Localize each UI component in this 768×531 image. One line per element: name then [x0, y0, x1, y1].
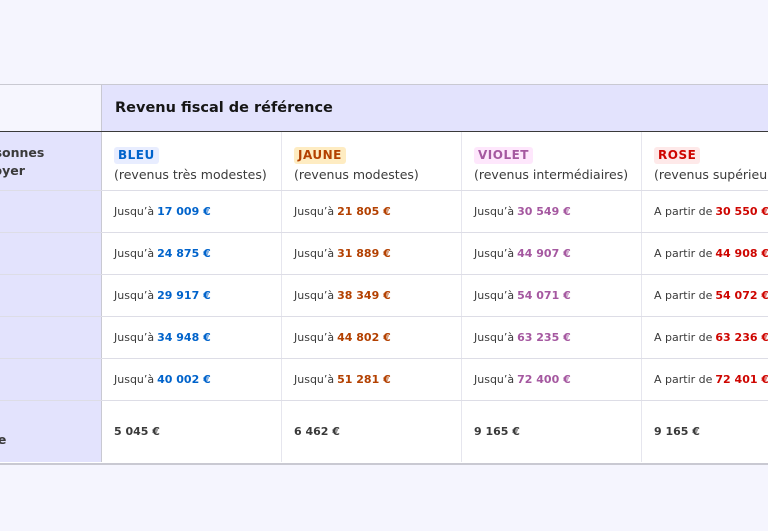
cell-value: 24 875 € [157, 247, 211, 260]
cell-value: 44 907 € [517, 247, 571, 260]
cell-prefix: Jusqu’à [474, 247, 515, 260]
category-badge-violet: VIOLET [474, 147, 533, 164]
household-size-cell [0, 233, 102, 274]
cell-prefix: Jusqu’à [474, 289, 515, 302]
cell-prefix: A partir de [654, 289, 713, 302]
table-row: Jusqu’à 24 875 € Jusqu’à 31 889 € Jusqu’à 4… [0, 232, 768, 274]
unit-amount-header: ne taire [0, 401, 102, 462]
cell-prefix: A partir de [654, 247, 713, 260]
cell-value: 29 917 € [157, 289, 211, 302]
household-size-header: personnes le foyer [0, 132, 102, 191]
rose-cell: A partir de 72 401 € [642, 359, 768, 400]
rose-cell: A partir de 54 072 € [642, 275, 768, 316]
category-sub-violet: (revenus intermédiaires) [474, 167, 629, 182]
jaune-cell: Jusqu’à 51 281 € [282, 359, 462, 400]
cell-prefix: A partir de [654, 331, 713, 344]
category-violet-header: VIOLET (revenus intermédiaires) [462, 132, 642, 191]
table-title: Revenu fiscal de référence [102, 85, 768, 131]
cell-prefix: Jusqu’à [294, 247, 335, 260]
category-sub-jaune: (revenus modestes) [294, 167, 419, 182]
cell-prefix: A partir de [654, 373, 713, 386]
cell-value: 63 236 € [715, 331, 768, 344]
cell-value: 31 889 € [337, 247, 391, 260]
jaune-cell: Jusqu’à 21 805 € [282, 191, 462, 232]
household-size-cell [0, 317, 102, 358]
cell-prefix: Jusqu’à [294, 289, 335, 302]
bleu-cell: Jusqu’à 17 009 € [102, 191, 282, 232]
bleu-cell: Jusqu’à 24 875 € [102, 233, 282, 274]
cell-value: 30 550 € [715, 205, 768, 218]
violet-cell: Jusqu’à 63 235 € [462, 317, 642, 358]
household-size-label-line2: le foyer [0, 163, 25, 178]
violet-cell: Jusqu’à 54 071 € [462, 275, 642, 316]
cell-value: 17 009 € [157, 205, 211, 218]
unit-label-line1: ne [0, 413, 6, 431]
cell-prefix: Jusqu’à [294, 331, 335, 344]
category-jaune-header: JAUNE (revenus modestes) [282, 132, 462, 191]
unit-bleu-cell: 5 045 € [102, 401, 282, 462]
table-row: Jusqu’à 40 002 € Jusqu’à 51 281 € Jusqu’à 7… [0, 358, 768, 400]
category-badge-jaune: JAUNE [294, 147, 346, 164]
cell-value: 44 802 € [337, 331, 391, 344]
corner-cell [0, 85, 102, 131]
unit-amount-row: ne taire 5 045 € 6 462 € 9 165 € 9 165 € [0, 400, 768, 462]
cell-value: 63 235 € [517, 331, 571, 344]
cell-value: 72 400 € [517, 373, 571, 386]
category-bleu-header: BLEU (revenus très modestes) [102, 132, 282, 191]
cell-prefix: Jusqu’à [114, 331, 155, 344]
cell-prefix: Jusqu’à [114, 289, 155, 302]
category-badge-bleu: BLEU [114, 147, 159, 164]
jaune-cell: Jusqu’à 38 349 € [282, 275, 462, 316]
cell-value: 40 002 € [157, 373, 211, 386]
bleu-cell: Jusqu’à 40 002 € [102, 359, 282, 400]
rose-cell: A partir de 63 236 € [642, 317, 768, 358]
unit-label-line2: taire [0, 431, 6, 449]
revenue-table: Revenu fiscal de référence personnes le … [0, 84, 768, 465]
jaune-cell: Jusqu’à 44 802 € [282, 317, 462, 358]
household-size-cell [0, 359, 102, 400]
violet-cell: Jusqu’à 72 400 € [462, 359, 642, 400]
bleu-cell: Jusqu’à 29 917 € [102, 275, 282, 316]
table-row: Jusqu’à 29 917 € Jusqu’à 38 349 € Jusqu’à 5… [0, 274, 768, 316]
table-title-row: Revenu fiscal de référence [0, 85, 768, 131]
cell-prefix: Jusqu’à [474, 205, 515, 218]
unit-jaune-cell: 6 462 € [282, 401, 462, 462]
cell-value: 72 401 € [715, 373, 768, 386]
rose-cell: A partir de 30 550 € [642, 191, 768, 232]
cell-value: 34 948 € [157, 331, 211, 344]
rose-cell: A partir de 44 908 € [642, 233, 768, 274]
category-badge-rose: ROSE [654, 147, 701, 164]
unit-violet-cell: 9 165 € [462, 401, 642, 462]
cell-value: 44 908 € [715, 247, 768, 260]
cell-value: 38 349 € [337, 289, 391, 302]
cell-prefix: Jusqu’à [294, 205, 335, 218]
household-size-cell [0, 191, 102, 232]
table-row: Jusqu’à 34 948 € Jusqu’à 44 802 € Jusqu’à 6… [0, 316, 768, 358]
category-header-row: personnes le foyer BLEU (revenus très mo… [0, 131, 768, 191]
cell-value: 54 071 € [517, 289, 571, 302]
cell-value: 54 072 € [715, 289, 768, 302]
cell-value: 30 549 € [517, 205, 571, 218]
household-size-cell [0, 275, 102, 316]
table-row: Jusqu’à 17 009 € Jusqu’à 21 805 € Jusqu’à 3… [0, 190, 768, 232]
bleu-cell: Jusqu’à 34 948 € [102, 317, 282, 358]
cell-prefix: Jusqu’à [294, 373, 335, 386]
unit-rose-cell: 9 165 € [654, 425, 700, 438]
cell-prefix: Jusqu’à [114, 247, 155, 260]
violet-cell: Jusqu’à 30 549 € [462, 191, 642, 232]
jaune-cell: Jusqu’à 31 889 € [282, 233, 462, 274]
category-rose-header: ROSE (revenus supérieurs) [642, 132, 768, 191]
cell-prefix: Jusqu’à [114, 373, 155, 386]
category-sub-bleu: (revenus très modestes) [114, 167, 267, 182]
cell-value: 21 805 € [337, 205, 391, 218]
cell-prefix: Jusqu’à [474, 331, 515, 344]
cell-value: 51 281 € [337, 373, 391, 386]
household-size-label-line1: personnes [0, 145, 45, 160]
cell-prefix: Jusqu’à [114, 205, 155, 218]
cell-prefix: A partir de [654, 205, 713, 218]
violet-cell: Jusqu’à 44 907 € [462, 233, 642, 274]
category-sub-rose: (revenus supérieurs) [654, 167, 768, 182]
cell-prefix: Jusqu’à [474, 373, 515, 386]
